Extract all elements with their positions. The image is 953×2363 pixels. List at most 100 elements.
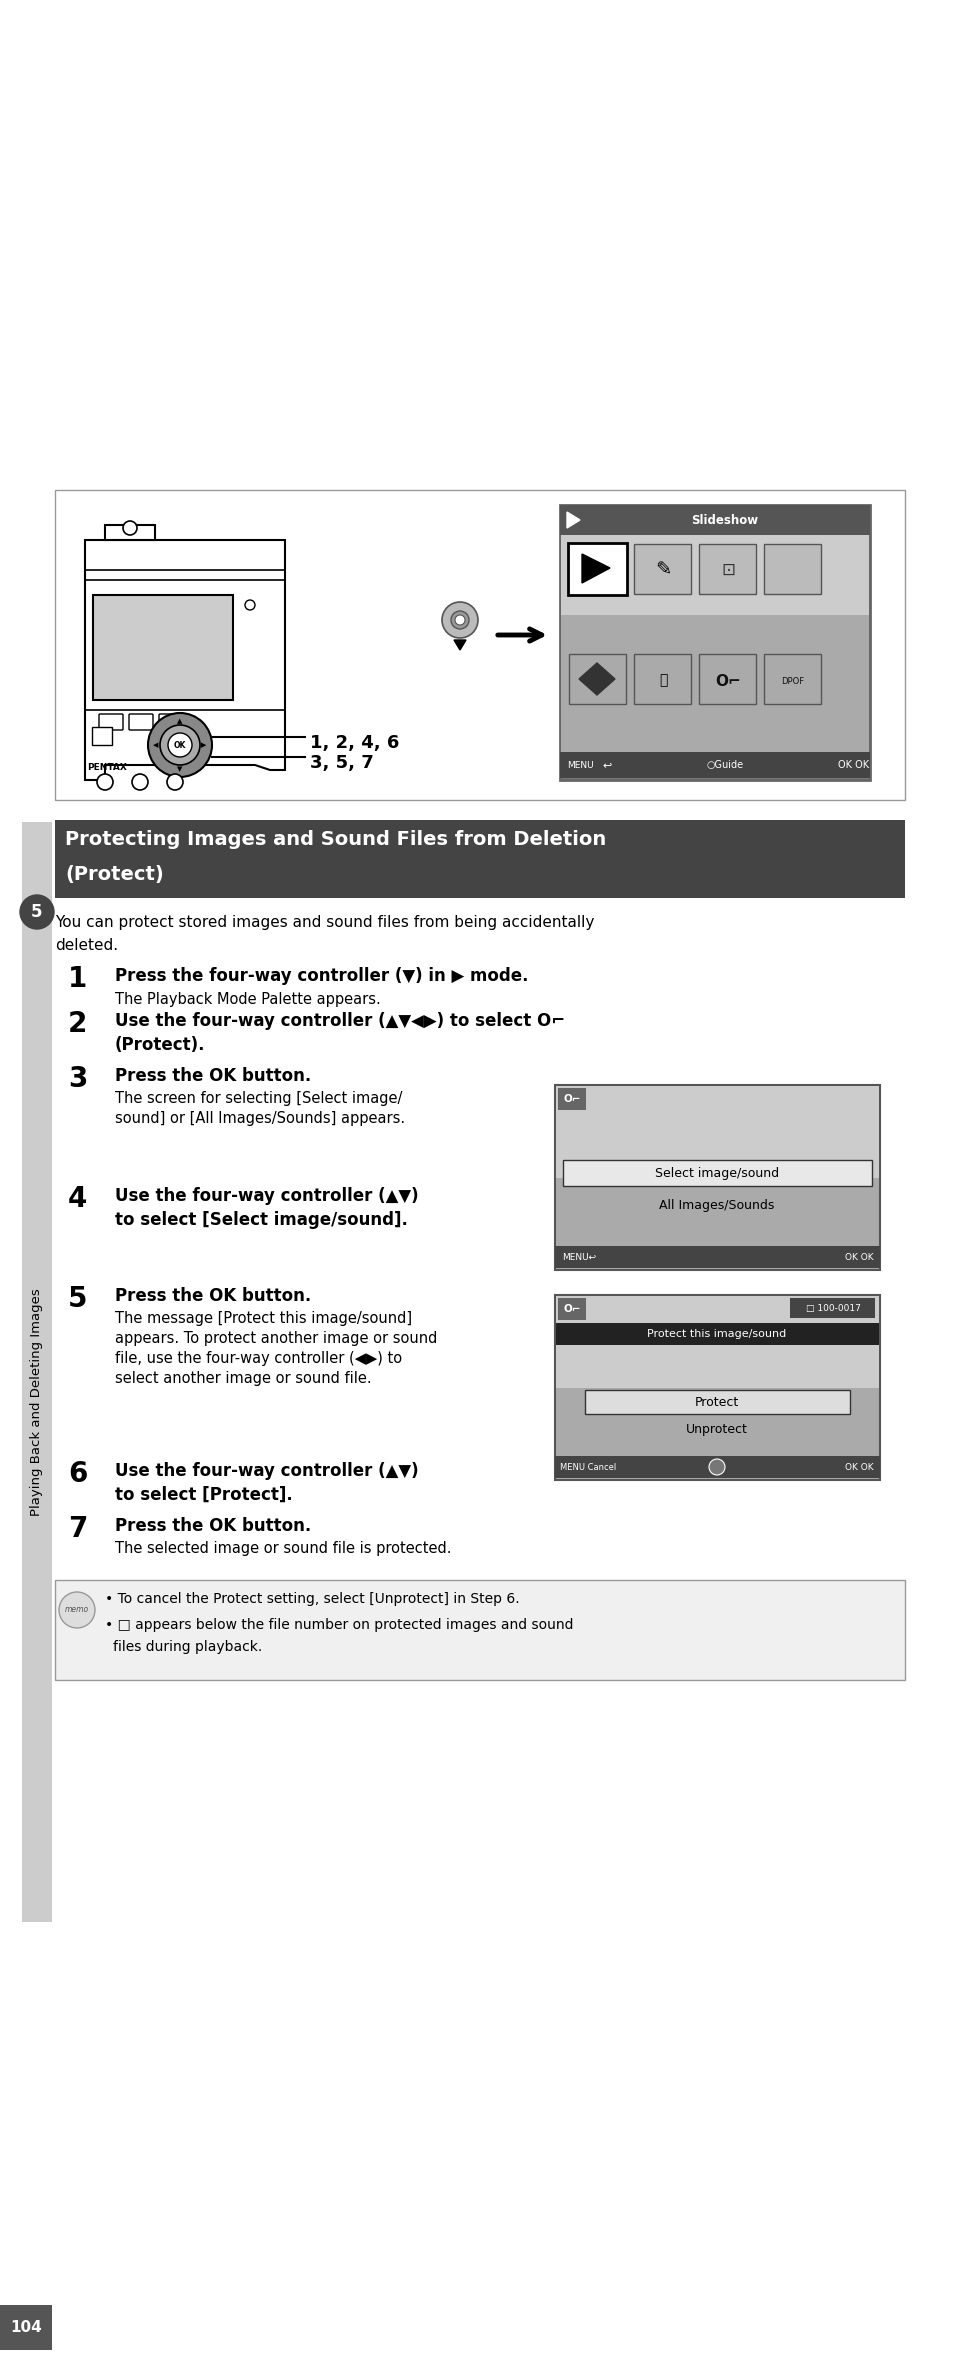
FancyBboxPatch shape	[92, 595, 233, 699]
Text: Use the four-way controller (▲▼): Use the four-way controller (▲▼)	[115, 1463, 418, 1479]
Text: Protecting Images and Sound Files from Deletion: Protecting Images and Sound Files from D…	[65, 829, 605, 848]
FancyBboxPatch shape	[699, 543, 755, 593]
Text: MENU↩: MENU↩	[561, 1252, 596, 1262]
FancyBboxPatch shape	[763, 655, 821, 704]
Text: Unprotect: Unprotect	[685, 1423, 747, 1437]
Text: The selected image or sound file is protected.: The selected image or sound file is prot…	[115, 1541, 451, 1555]
FancyBboxPatch shape	[560, 534, 868, 761]
Text: (Protect).: (Protect).	[115, 1035, 205, 1054]
FancyBboxPatch shape	[555, 1245, 879, 1269]
Text: □ 100-0017: □ 100-0017	[804, 1304, 860, 1311]
Text: O⌐: O⌐	[562, 1094, 580, 1104]
Text: The screen for selecting [Select image/: The screen for selecting [Select image/	[115, 1092, 402, 1106]
Text: Protect this image/sound: Protect this image/sound	[647, 1328, 786, 1340]
Text: to select [Protect].: to select [Protect].	[115, 1486, 293, 1503]
Text: ▲: ▲	[177, 718, 182, 723]
Text: sound] or [All Images/Sounds] appears.: sound] or [All Images/Sounds] appears.	[115, 1111, 405, 1127]
FancyBboxPatch shape	[129, 714, 152, 730]
Circle shape	[59, 1593, 95, 1628]
Text: • □ appears below the file number on protected images and sound: • □ appears below the file number on pro…	[105, 1619, 573, 1633]
FancyBboxPatch shape	[55, 489, 904, 801]
Text: Select image/sound: Select image/sound	[655, 1167, 779, 1179]
Text: ⊡: ⊡	[720, 560, 734, 579]
FancyBboxPatch shape	[763, 543, 821, 593]
Circle shape	[168, 733, 192, 756]
Circle shape	[132, 775, 148, 789]
FancyBboxPatch shape	[568, 655, 625, 704]
Text: to select [Select image/sound].: to select [Select image/sound].	[115, 1210, 408, 1229]
Text: ▶: ▶	[201, 742, 207, 749]
FancyBboxPatch shape	[55, 820, 904, 898]
Text: O⌐: O⌐	[562, 1304, 580, 1314]
Text: All Images/Sounds: All Images/Sounds	[659, 1198, 774, 1212]
Text: 6: 6	[68, 1460, 88, 1489]
FancyBboxPatch shape	[0, 2304, 52, 2349]
Text: ▼: ▼	[177, 766, 182, 773]
Circle shape	[245, 600, 254, 610]
FancyBboxPatch shape	[555, 1085, 879, 1269]
FancyBboxPatch shape	[22, 822, 52, 1921]
FancyBboxPatch shape	[567, 543, 626, 595]
FancyBboxPatch shape	[556, 1087, 878, 1179]
FancyBboxPatch shape	[558, 1087, 585, 1111]
Text: OK OK: OK OK	[844, 1252, 873, 1262]
Text: Protect: Protect	[694, 1397, 739, 1408]
Text: Press the four-way controller (▼) in ▶ mode.: Press the four-way controller (▼) in ▶ m…	[115, 966, 528, 985]
Polygon shape	[85, 541, 285, 780]
FancyBboxPatch shape	[559, 751, 869, 777]
Circle shape	[708, 1458, 724, 1475]
Polygon shape	[566, 513, 579, 527]
Text: select another image or sound file.: select another image or sound file.	[115, 1371, 372, 1387]
Circle shape	[441, 603, 477, 638]
Text: 1: 1	[68, 964, 87, 992]
Text: 104: 104	[10, 2320, 42, 2335]
Circle shape	[451, 612, 469, 629]
FancyBboxPatch shape	[559, 506, 869, 780]
Polygon shape	[454, 640, 465, 650]
Circle shape	[97, 775, 112, 789]
Circle shape	[160, 725, 200, 766]
Text: OK OK: OK OK	[844, 1463, 873, 1472]
Circle shape	[148, 714, 212, 777]
Text: ↩: ↩	[601, 761, 611, 770]
Text: files during playback.: files during playback.	[112, 1640, 262, 1654]
FancyBboxPatch shape	[634, 543, 690, 593]
FancyBboxPatch shape	[556, 1295, 878, 1387]
Text: 5: 5	[31, 903, 43, 922]
Circle shape	[123, 520, 137, 534]
Text: O⌐: O⌐	[715, 673, 740, 688]
Text: OK: OK	[173, 740, 186, 749]
Text: ○Guide: ○Guide	[706, 761, 742, 770]
Text: 🎙: 🎙	[659, 673, 666, 688]
FancyBboxPatch shape	[555, 1295, 879, 1479]
Text: 2: 2	[68, 1009, 88, 1037]
Text: Press the OK button.: Press the OK button.	[115, 1068, 311, 1085]
Text: PENTAX: PENTAX	[87, 763, 127, 773]
Text: file, use the four-way controller (◀▶) to: file, use the four-way controller (◀▶) t…	[115, 1352, 402, 1366]
FancyBboxPatch shape	[584, 1389, 849, 1413]
Text: The message [Protect this image/sound]: The message [Protect this image/sound]	[115, 1311, 412, 1326]
Text: 3: 3	[68, 1066, 88, 1094]
Text: appears. To protect another image or sound: appears. To protect another image or sou…	[115, 1330, 436, 1347]
FancyBboxPatch shape	[555, 1456, 879, 1477]
Text: • To cancel the Protect setting, select [Unprotect] in Step 6.: • To cancel the Protect setting, select …	[105, 1593, 519, 1607]
Text: Playing Back and Deleting Images: Playing Back and Deleting Images	[30, 1288, 44, 1517]
Circle shape	[455, 614, 464, 624]
Text: ✎: ✎	[654, 560, 671, 579]
Circle shape	[20, 896, 54, 929]
FancyBboxPatch shape	[159, 714, 183, 730]
Text: 4: 4	[68, 1184, 88, 1212]
Text: Press the OK button.: Press the OK button.	[115, 1288, 311, 1304]
Text: MENU: MENU	[566, 761, 593, 770]
FancyBboxPatch shape	[558, 1297, 585, 1321]
Text: Use the four-way controller (▲▼◀▶) to select O⌐: Use the four-way controller (▲▼◀▶) to se…	[115, 1011, 564, 1030]
FancyBboxPatch shape	[789, 1297, 874, 1319]
Text: DPOF: DPOF	[781, 676, 803, 685]
Text: You can protect stored images and sound files from being accidentally: You can protect stored images and sound …	[55, 914, 594, 931]
FancyBboxPatch shape	[559, 506, 869, 534]
Text: memo: memo	[65, 1604, 89, 1614]
Text: Use the four-way controller (▲▼): Use the four-way controller (▲▼)	[115, 1186, 418, 1205]
Polygon shape	[105, 525, 154, 541]
Text: deleted.: deleted.	[55, 938, 118, 952]
FancyBboxPatch shape	[91, 728, 112, 744]
